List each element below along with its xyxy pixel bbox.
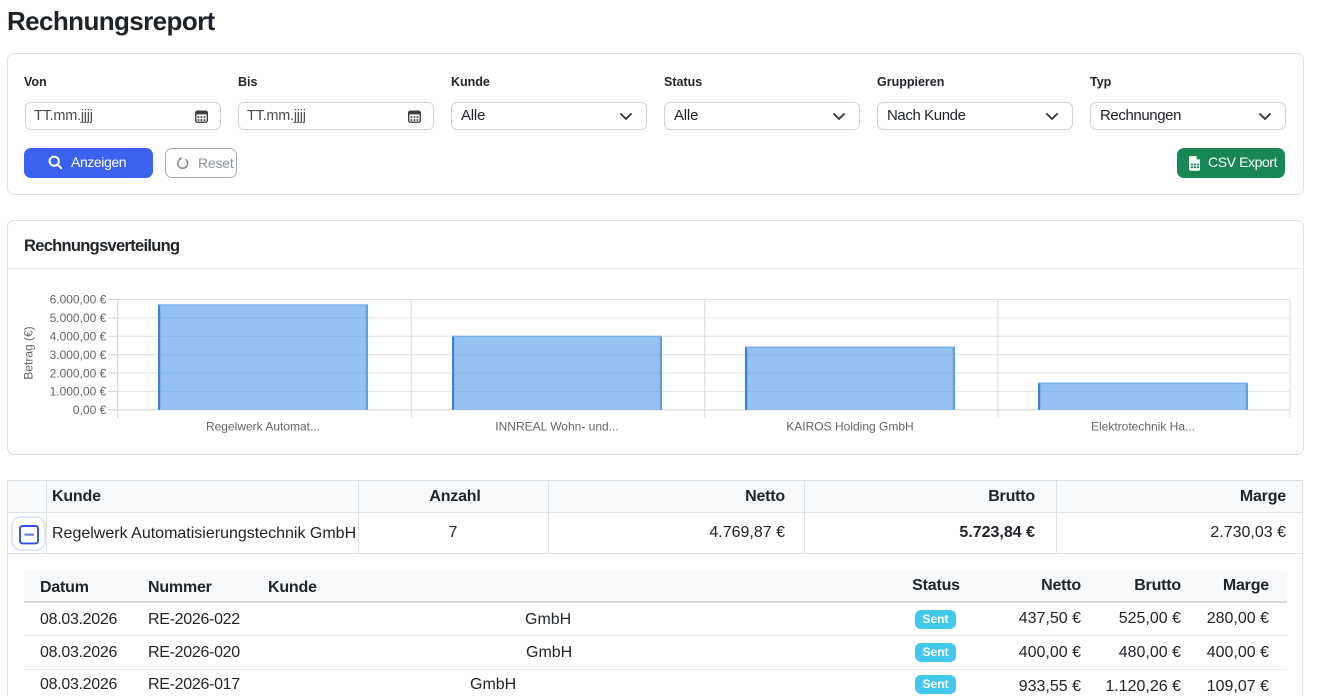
svg-text:6.000,00 €: 6.000,00 € <box>50 293 107 307</box>
svg-text:Regelwerk Automat...: Regelwerk Automat... <box>206 420 320 434</box>
svg-text:2.000,00 €: 2.000,00 € <box>50 366 107 380</box>
svg-text:Betrag (€): Betrag (€) <box>22 326 36 379</box>
svg-text:5.000,00 €: 5.000,00 € <box>50 311 107 325</box>
svg-text:KAIROS Holding GmbH: KAIROS Holding GmbH <box>786 420 913 434</box>
svg-text:INNREAL Wohn- und...: INNREAL Wohn- und... <box>495 420 618 434</box>
svg-text:3.000,00 €: 3.000,00 € <box>50 348 107 362</box>
svg-text:1.000,00 €: 1.000,00 € <box>50 385 107 399</box>
svg-text:Elektrotechnik Ha...: Elektrotechnik Ha... <box>1091 420 1195 434</box>
svg-text:0,00 €: 0,00 € <box>73 403 107 417</box>
svg-text:4.000,00 €: 4.000,00 € <box>50 330 107 344</box>
